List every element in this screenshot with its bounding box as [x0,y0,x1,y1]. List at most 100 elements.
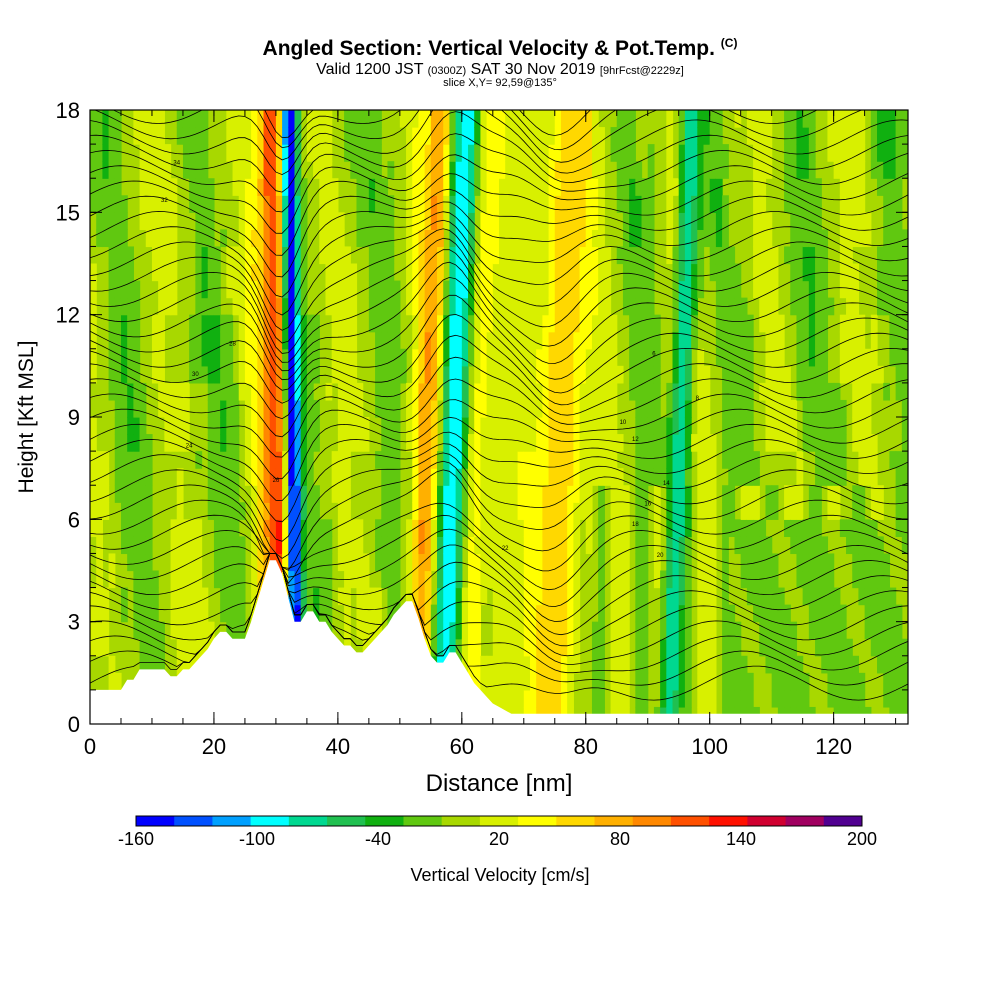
velocity-cell [133,297,141,316]
velocity-cell [641,348,649,367]
velocity-cell [666,485,674,503]
velocity-cell [511,331,519,350]
velocity-cell [852,144,860,162]
y-tick-label: 15 [56,200,80,225]
velocity-cell [821,365,829,384]
velocity-cell [641,297,649,316]
velocity-cell [660,689,667,708]
velocity-cell [505,689,512,708]
velocity-cell [424,229,432,248]
velocity-cell [616,519,624,537]
velocity-cell [598,195,605,213]
velocity-cell [449,246,457,265]
velocity-cell [647,161,655,179]
velocity-cell [852,417,860,435]
velocity-cell [127,417,134,435]
velocity-cell [145,502,153,520]
velocity-cell [269,348,277,367]
velocity-cell [660,604,667,623]
velocity-cell [591,229,599,248]
velocity-cell [145,434,153,452]
velocity-cell [443,178,451,196]
velocity-cell [505,314,512,333]
velocity-cell [765,110,773,128]
velocity-cell [759,263,767,282]
velocity-cell [765,263,773,282]
velocity-cell [294,604,302,623]
velocity-cell [746,399,754,418]
velocity-cell [622,263,630,282]
velocity-cell [90,468,97,486]
velocity-cell [815,331,822,350]
velocity-cell [238,195,246,213]
velocity-cell [852,399,860,418]
velocity-cell [195,297,203,316]
velocity-cell [213,553,221,572]
velocity-cell [102,604,110,623]
isentrope-line [90,502,908,572]
velocity-cell [176,587,184,606]
velocity-cell [505,519,512,537]
velocity-cell [468,502,475,520]
velocity-cell [536,178,543,196]
velocity-cell [641,263,649,282]
velocity-cell [387,195,395,213]
velocity-cell [517,127,525,145]
velocity-cell [529,178,537,196]
velocity-cell [282,468,289,486]
isentrope-line [90,431,908,523]
velocity-cell [108,348,116,367]
velocity-cell [238,178,246,196]
velocity-cell [176,417,184,435]
velocity-cell [678,536,686,555]
velocity-cell [362,638,370,657]
velocity-cell [548,263,556,282]
velocity-cell [176,127,184,145]
velocity-cell [796,553,804,572]
velocity-cell [282,519,289,537]
velocity-cell [195,638,203,657]
velocity-cell [579,314,587,333]
velocity-cell [759,519,767,537]
velocity-cell [331,263,339,282]
velocity-cell [815,502,822,520]
velocity-cell [288,178,296,196]
velocity-cell [864,536,872,555]
isentrope-label: 34 [173,161,180,167]
isentrope-label: 22 [502,546,509,552]
velocity-cell [412,417,420,435]
velocity-cell [796,280,804,299]
velocity-cell [703,434,711,452]
velocity-cell [709,110,717,128]
velocity-cell [529,655,537,674]
velocity-cell [554,365,562,384]
velocity-cell [784,502,791,520]
velocity-cell [839,451,847,469]
velocity-cell [127,485,134,503]
velocity-cell [412,263,420,282]
velocity-cell [282,144,289,162]
velocity-cell [759,195,767,213]
velocity-cell [753,519,760,537]
velocity-cell [765,434,773,452]
velocity-cell [802,348,810,367]
velocity-cell [356,178,364,196]
velocity-cell [288,161,296,179]
velocity-cell [151,348,159,367]
velocity-cell [858,689,866,708]
velocity-cell [517,468,525,486]
velocity-cell [114,382,122,401]
velocity-cell [486,178,494,196]
velocity-cell [734,638,742,657]
velocity-cell [852,570,860,589]
velocity-cell [753,536,760,555]
velocity-cell [815,587,822,606]
velocity-cell [746,468,754,486]
velocity-cell [709,536,717,555]
velocity-cell [666,417,674,435]
velocity-cell [127,348,134,367]
velocity-cell [251,553,258,572]
velocity-cell [387,365,395,384]
velocity-cell [629,263,636,282]
velocity-cell [517,280,525,299]
